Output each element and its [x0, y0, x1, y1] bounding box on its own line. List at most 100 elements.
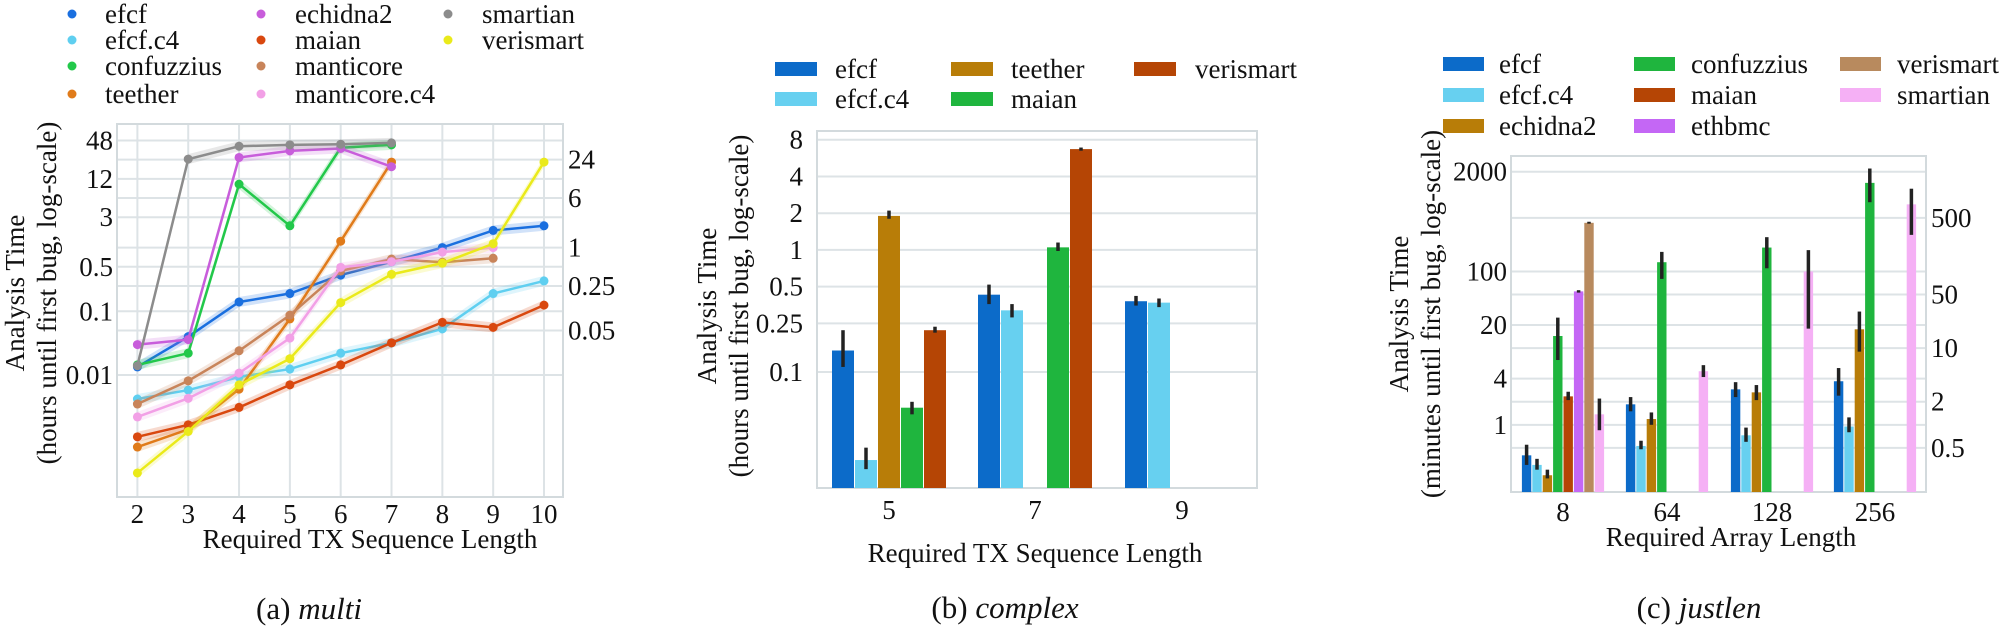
bar-echidna2: [1542, 475, 1553, 492]
point-manticore: [488, 253, 498, 263]
caption-label: (a): [256, 591, 290, 626]
point-efcf.c4: [183, 385, 193, 395]
y-tick-label-right: 6: [568, 183, 582, 213]
point-confuzzius: [234, 179, 244, 189]
x-axis-label: Required TX Sequence Length: [203, 524, 538, 554]
legend-patch-efcf: [1443, 57, 1484, 71]
y-tick-label: 1: [1494, 410, 1508, 440]
point-maian: [539, 300, 549, 310]
x-tick-label: 256: [1855, 497, 1896, 527]
point-verismart: [132, 468, 142, 478]
caption-label: (c): [1637, 590, 1671, 625]
legend-label: efcf.c4: [835, 84, 910, 114]
line-smartian: [136, 141, 392, 366]
legend-label: efcf.c4: [105, 25, 180, 55]
bar-echidna2: [1751, 392, 1762, 492]
bar-efcf: [832, 350, 854, 488]
y-tick-label: 0.1: [79, 296, 113, 326]
x-tick-label: 64: [1654, 497, 1682, 527]
point-efcf.c4: [285, 364, 295, 374]
point-manticore: [132, 399, 142, 409]
point-smartian: [387, 138, 397, 148]
caption-name: complex: [975, 590, 1079, 625]
point-teether: [336, 236, 346, 246]
point-efcf: [539, 221, 549, 231]
point-smartian: [285, 140, 295, 150]
legend-patch-efcf: [775, 62, 817, 76]
x-tick-label: 7: [1028, 495, 1042, 525]
point-efcf: [234, 297, 244, 307]
point-maian: [183, 420, 193, 430]
bar-efcf: [1833, 381, 1844, 492]
point-manticore.c4: [387, 257, 397, 267]
y-tick-label: 12: [86, 164, 113, 194]
legend-marker-smartian: [443, 9, 453, 19]
chart-multi: 48 24 12 6 3 1 0.5 0.25 0.1 0.05 0.01 2 3 4 5 6 7 8 9 10 efc…: [0, 0, 615, 626]
point-verismart: [437, 258, 447, 268]
ci-band-echidna2: [137, 143, 392, 350]
point-manticore.c4: [132, 412, 142, 422]
bar-confuzzius: [1553, 335, 1563, 492]
legend-label: echidna2: [1499, 111, 1596, 141]
legend-label: smartian: [482, 0, 575, 29]
x-tick-label: 3: [181, 499, 195, 529]
y-tick-label: 0.1: [769, 357, 803, 387]
bar-echidna2: [1646, 419, 1657, 492]
point-maian: [387, 338, 397, 348]
bar-efcf.c4: [1844, 426, 1854, 492]
subfigure-caption: (c) justlen: [1637, 590, 1762, 625]
legend-label: verismart: [482, 25, 584, 55]
bar-efcf: [1625, 404, 1636, 492]
y-tick-label: 100: [1467, 256, 1508, 286]
legend-marker-efcf.c4: [67, 35, 77, 45]
point-maian: [336, 360, 346, 370]
point-smartian: [336, 139, 346, 149]
ci-band-manticore.c4: [137, 242, 494, 422]
y-tick-label-right: 500: [1931, 203, 1972, 233]
x-tick-label: 5: [882, 495, 896, 525]
legend-label: efcf: [105, 0, 147, 29]
legend-marker-confuzzius: [67, 61, 77, 71]
bar-smartian: [1803, 271, 1814, 492]
legend-marker-teether: [67, 89, 77, 99]
y-tick-label-right: 0.05: [568, 315, 615, 345]
bar-smartian: [1594, 414, 1605, 492]
bar-efcf.c4: [1532, 464, 1542, 492]
y-tick-label: 8: [790, 125, 804, 155]
legend-patch-teether: [951, 62, 993, 76]
point-smartian: [132, 361, 142, 371]
point-confuzzius: [285, 221, 295, 231]
y-tick-label-right: 24: [568, 145, 596, 175]
y-axis-sublabel: (hours until first bug, log-scale): [724, 135, 754, 478]
point-manticore.c4: [183, 393, 193, 403]
point-manticore.c4: [285, 333, 295, 343]
legend-label: ethbmc: [1691, 111, 1770, 141]
y-tick-label: 4: [1494, 364, 1508, 394]
legend-label: manticore: [295, 51, 403, 81]
bar-efcf: [1730, 389, 1741, 492]
bar-efcf.c4: [1148, 302, 1170, 488]
legend-marker-manticore: [256, 61, 266, 71]
y-tick-label: 0.5: [79, 252, 113, 282]
y-tick-label-right: 0.25: [568, 271, 615, 301]
point-efcf.c4: [539, 276, 549, 286]
x-axis-label: Required TX Sequence Length: [868, 538, 1203, 568]
line-confuzzius: [137, 143, 392, 367]
bar-confuzzius: [1865, 182, 1875, 492]
point-manticore: [234, 346, 244, 356]
point-verismart: [234, 380, 244, 390]
x-tick-label: 8: [1556, 497, 1570, 527]
y-tick-label: 1: [790, 235, 804, 265]
bar-maian: [901, 407, 923, 488]
legend-patch-efcf.c4: [775, 92, 817, 106]
point-efcf.c4: [488, 289, 498, 299]
bar-verismart: [1584, 222, 1594, 492]
caption-name: multi: [298, 591, 362, 626]
legend-label: confuzzius: [105, 51, 222, 81]
point-smartian: [234, 141, 244, 151]
point-verismart: [488, 239, 498, 249]
legend-marker-verismart: [443, 35, 453, 45]
point-teether: [132, 442, 142, 452]
point-echidna2: [387, 162, 397, 172]
